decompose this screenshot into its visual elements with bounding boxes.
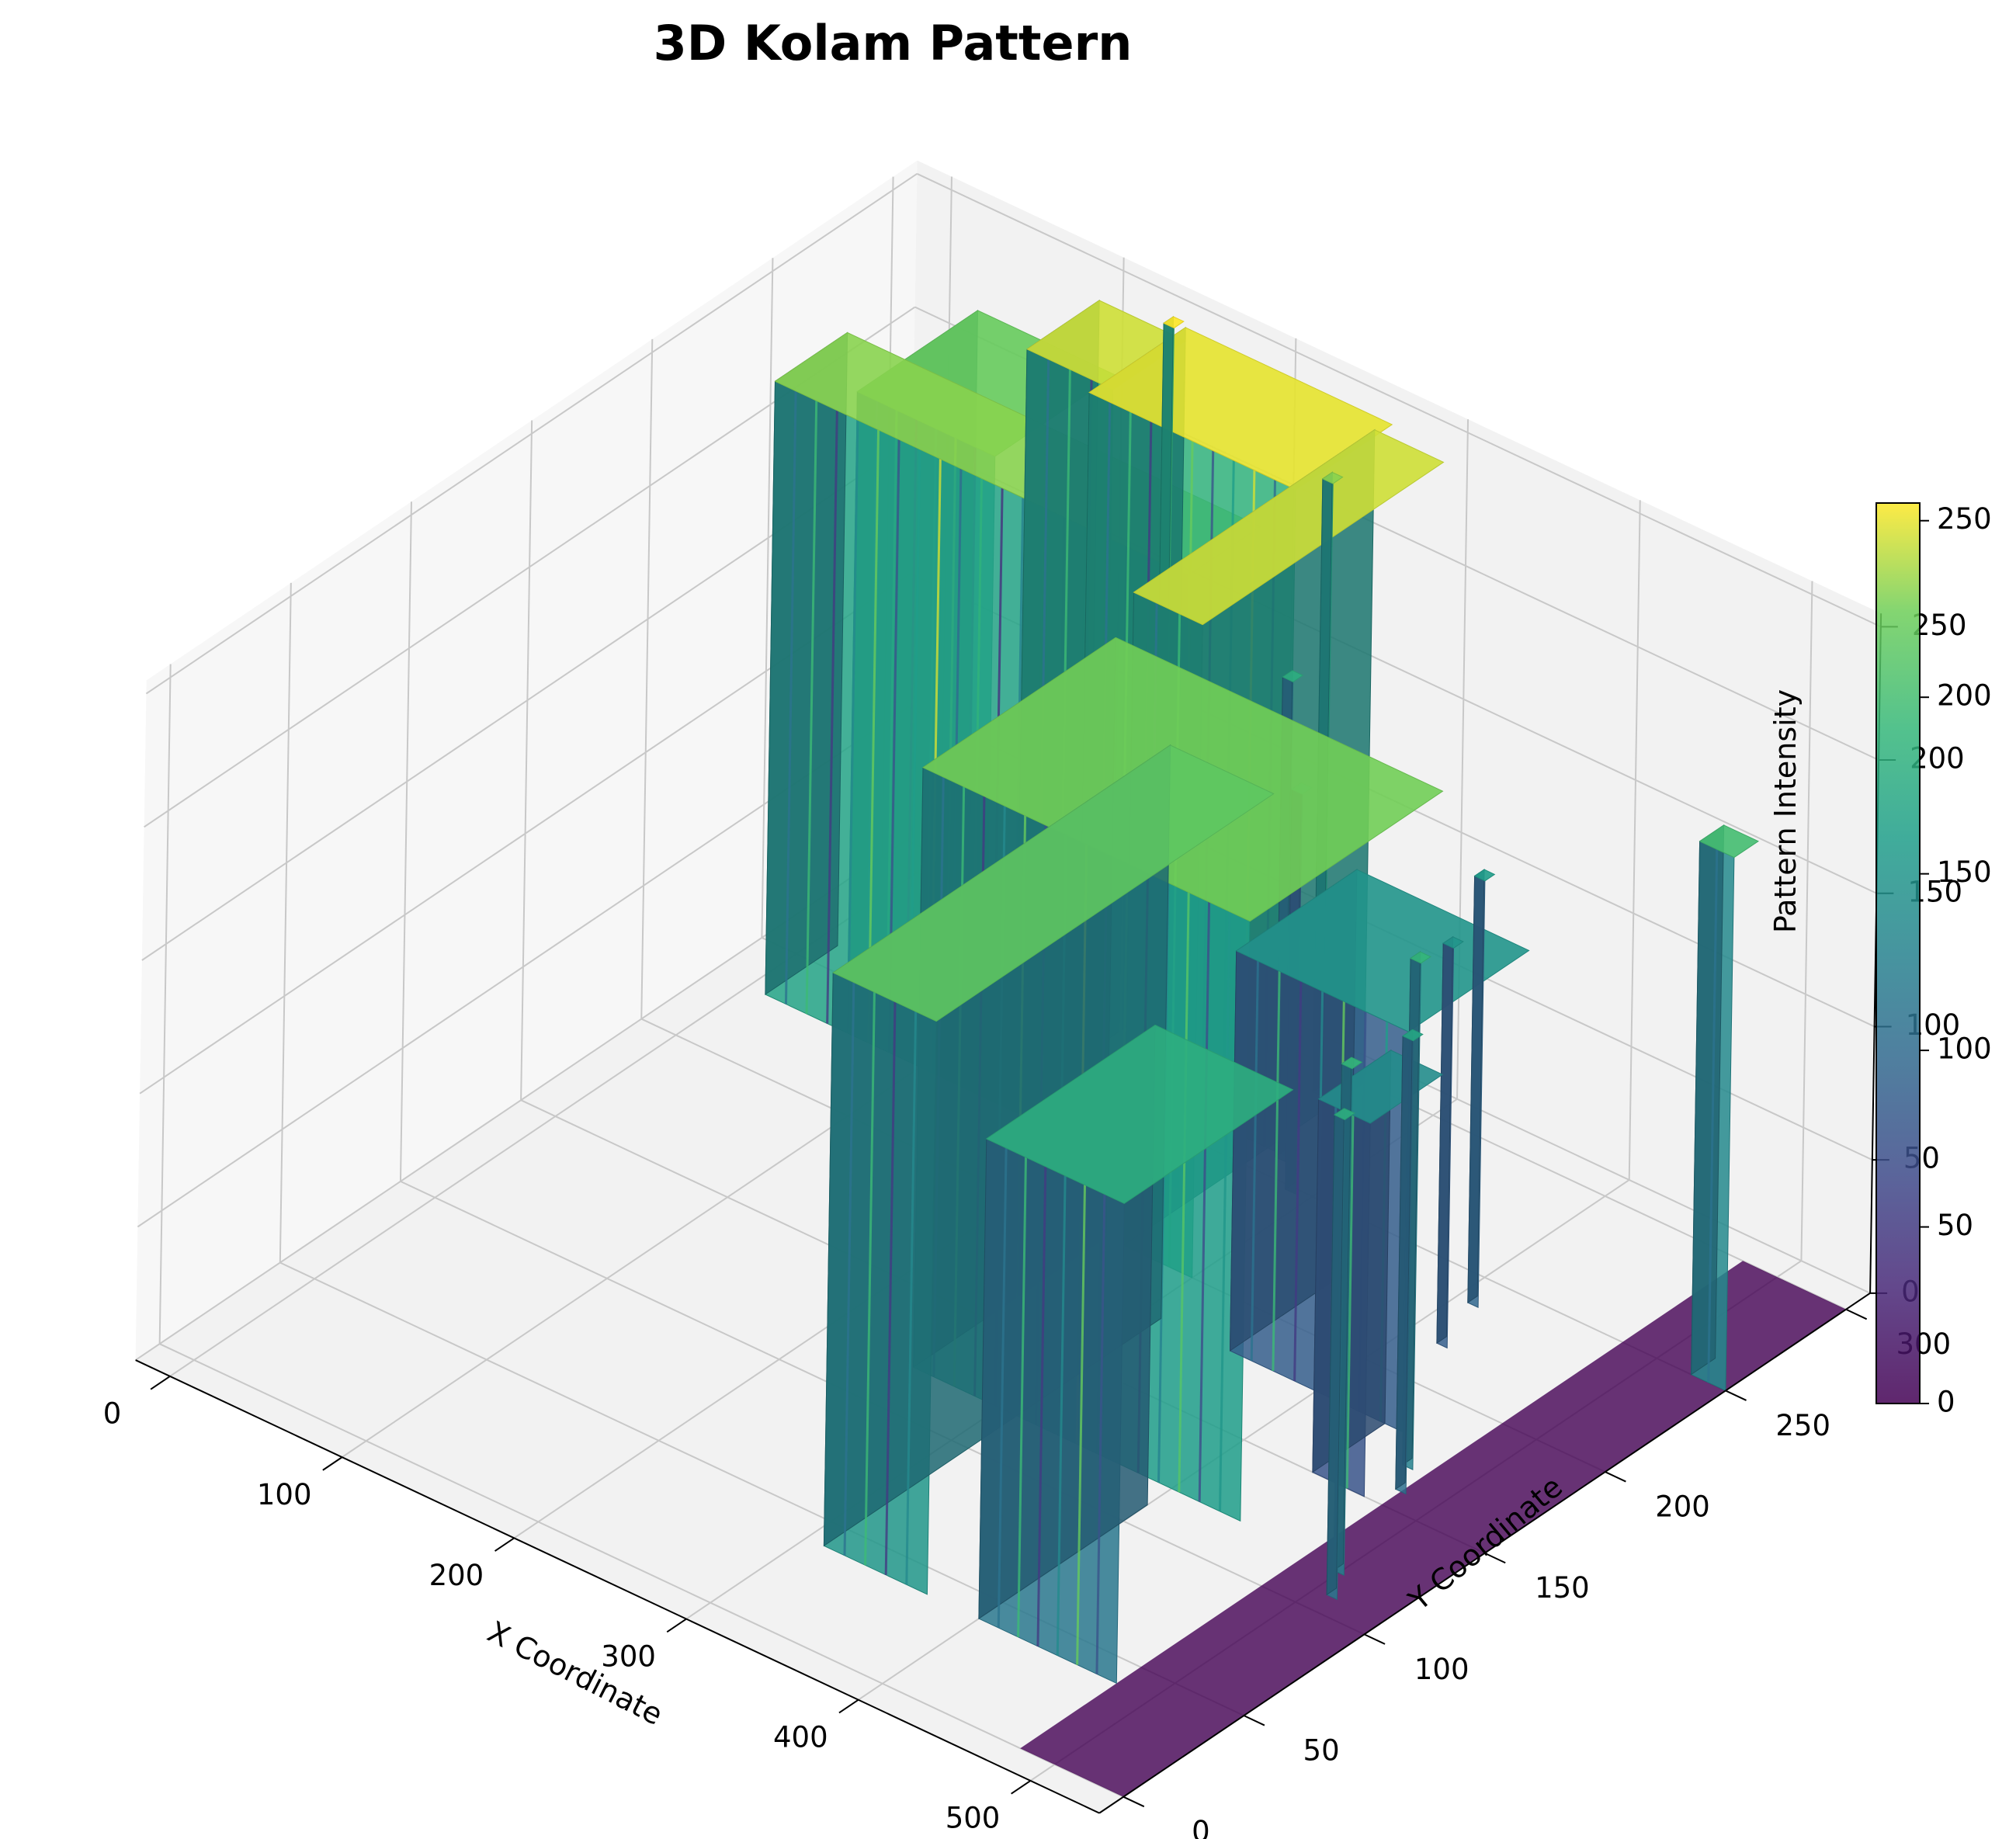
surface-face-top [832, 744, 1275, 1022]
surface-stripe [867, 429, 880, 1043]
grid-x-back [1628, 500, 1641, 1180]
grid-x-back [1800, 581, 1813, 1261]
surface-face-top [1321, 471, 1344, 484]
surface-face-left [765, 331, 848, 995]
x-tick-mark [322, 1456, 343, 1471]
spike-7 [1395, 1029, 1424, 1495]
x-tick-label: 100 [257, 1478, 312, 1511]
grid-y-left [761, 258, 774, 938]
grid-z-back [916, 172, 1882, 628]
y-tick-mark [1605, 1471, 1626, 1483]
surface-stripe [1036, 1166, 1047, 1646]
x-tick-label: 500 [946, 1802, 1001, 1835]
x-axis-label: X Coordinate [482, 1615, 668, 1732]
surface-stripe [1272, 970, 1281, 1372]
x-tick-label: 400 [773, 1721, 828, 1754]
y-tick-label: 250 [1775, 1409, 1830, 1442]
surface-face-top [1402, 1029, 1424, 1042]
grid-y-left [640, 338, 654, 1019]
surface-face-top [985, 1024, 1294, 1204]
surface-stripe [905, 1011, 918, 1585]
surface-face-top [1133, 429, 1445, 626]
surface-stripe [1345, 1115, 1355, 1489]
surface-face-top [1333, 1108, 1355, 1120]
surface-face-top [1410, 951, 1431, 964]
surface-stripe [1198, 901, 1211, 1502]
x-axis-line [135, 1359, 1100, 1814]
surface-stripe [1293, 980, 1303, 1382]
surface-face-top [1699, 824, 1760, 859]
z-axis-label: Pattern Intensity [1768, 689, 1803, 933]
grid-y-left [279, 582, 292, 1263]
x-tick-mark [494, 1537, 515, 1552]
y-tick-mark [1123, 1796, 1145, 1808]
surface-face-top [1442, 936, 1464, 949]
y-tick-mark [1725, 1390, 1747, 1401]
colorbar-tick-label: 150 [1937, 855, 1992, 889]
surface-stripe [884, 1001, 897, 1575]
grid-y-left [520, 420, 533, 1101]
x-tick-mark [150, 1376, 171, 1390]
surface-region-11 [1020, 1261, 1847, 1797]
x-tick-label: 300 [601, 1639, 656, 1673]
surface-stripe [1219, 911, 1231, 1511]
y-tick-mark [1364, 1633, 1386, 1645]
y-tick-label: 50 [1303, 1733, 1340, 1767]
surface-face-top [1235, 869, 1530, 1032]
surface-stripe [997, 1147, 1008, 1629]
surface-stripe [1095, 1194, 1106, 1674]
colorbar [1875, 502, 1921, 1404]
surface-plot [765, 300, 1847, 1797]
colorbar-tick-label: 250 [1937, 502, 1992, 536]
surface-stripe [843, 982, 855, 1556]
spike-9 [1326, 1107, 1355, 1601]
surface-stripe [864, 991, 876, 1566]
surface-face-flat [1020, 1261, 1847, 1797]
surface-region-10 [1691, 824, 1760, 1392]
surface-stripe [846, 420, 859, 1034]
y-tick-label: 100 [1414, 1653, 1469, 1686]
surface-face-top [1473, 869, 1496, 882]
surface-face-top [1163, 316, 1185, 329]
x-tick-mark [838, 1698, 859, 1714]
z-tick-label: 250 [1912, 609, 1967, 642]
x-tick-mark [1011, 1780, 1032, 1795]
surface-region-6 [978, 1024, 1294, 1685]
colorbar-tick-label: 200 [1937, 679, 1992, 713]
grid-z-left [145, 173, 918, 695]
spike-4 [1467, 869, 1496, 1308]
surface-face-top [1341, 1057, 1363, 1070]
surface-stripe [1056, 1175, 1067, 1656]
colorbar-ticks: 0 50 100 150 200 250 [1920, 502, 1992, 1419]
y-tick-mark [1243, 1715, 1265, 1726]
surface-stripe [1250, 960, 1259, 1362]
surface-face-top [1282, 670, 1304, 682]
grid-y-left [399, 501, 412, 1181]
surface-stripe [1707, 849, 1719, 1383]
surface-stripe [1017, 1157, 1027, 1637]
chart-title: 3D Kolam Pattern [654, 15, 1133, 71]
y-tick-label: 200 [1655, 1490, 1710, 1524]
grid-y-left [158, 664, 172, 1345]
y-tick-mark [1845, 1308, 1868, 1320]
surface-stripe [805, 401, 818, 1015]
y-tick-mark [1484, 1552, 1506, 1564]
x-tick-label: 200 [429, 1559, 484, 1592]
x-tick-mark [666, 1618, 687, 1633]
surface-stripe [1178, 892, 1190, 1493]
colorbar-tick-label: 0 [1937, 1386, 1955, 1419]
surface-stripe [784, 390, 797, 1005]
colorbar-tick-label: 100 [1937, 1032, 1992, 1066]
x-tick-label: 0 [103, 1397, 122, 1431]
grid-y-floor [159, 1343, 1124, 1798]
surface-stripe [826, 410, 838, 1024]
y-tick-label: 150 [1535, 1571, 1590, 1605]
spike-5 [1436, 935, 1464, 1349]
surface-stripe [1076, 1185, 1087, 1665]
y-tick-label: 0 [1192, 1815, 1210, 1839]
colorbar-tick-label: 50 [1937, 1209, 1973, 1242]
